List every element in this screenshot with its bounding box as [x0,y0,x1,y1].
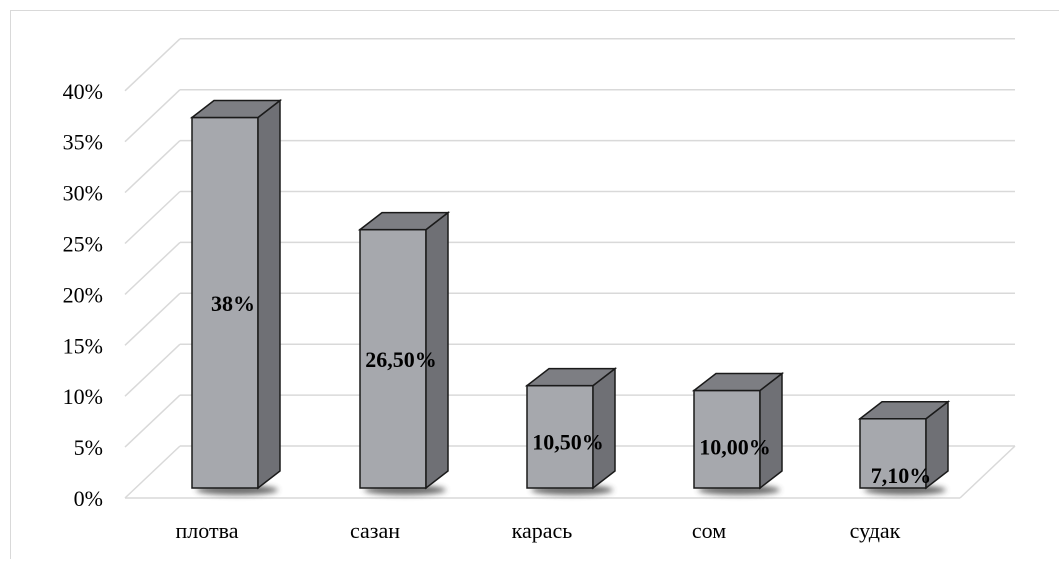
data-label: 10,00% [699,435,771,460]
bar [524,367,618,490]
bar-front [191,116,259,489]
x-axis-categories: плотва сазан карась сом судак [176,518,901,543]
gridline-diagonal [124,343,181,397]
gridline-diagonal [124,292,181,346]
bar-top [357,211,451,231]
y-tick-label: 25% [63,232,103,257]
y-tick-label: 35% [63,130,103,155]
bar-front [693,389,761,489]
y-tick-label: 0% [74,486,103,511]
y-tick-label: 40% [63,79,103,104]
x-category-label: сом [692,518,726,543]
data-label: 38% [211,291,255,316]
x-category-label: плотва [176,518,239,543]
gridline-diagonal [124,140,181,194]
bar [189,98,283,490]
bars [189,98,951,490]
bar-top [524,367,618,387]
y-tick-label: 10% [63,384,103,409]
bar-top [189,99,283,119]
gridline-diagonal [124,89,181,143]
bar-top [691,372,785,392]
bar [691,371,785,490]
y-axis-ticks: 0% 5% 10% 15% 20% 25% 30% 35% 40% [63,79,103,511]
bar-front [359,228,427,489]
bar-side [257,98,281,490]
x-category-label: судак [850,518,901,543]
gridline-diagonal [124,190,181,245]
floor-right-edge [959,445,1016,499]
y-tick-label: 20% [63,282,103,307]
bar-side [592,367,616,490]
data-label: 7,10% [871,463,932,488]
data-label: 26,50% [365,347,437,372]
bar [357,211,451,490]
x-category-label: сазан [350,518,400,543]
chart-frame [10,10,1059,559]
gridline-diagonal [124,445,181,499]
y-tick-label: 5% [74,435,103,460]
x-category-label: карась [512,518,573,543]
gridline-diagonal [124,394,181,448]
y-tick-label: 30% [63,181,103,206]
y-tick-label: 15% [63,333,103,358]
bar-top [857,401,951,420]
bar [857,400,951,490]
gridline-diagonal [124,38,181,92]
bar-side [759,371,783,490]
data-labels: 38% 26,50% 10,50% 10,00% 7,10% [211,291,931,488]
gridline-diagonal [124,241,181,295]
data-label: 10,50% [532,430,604,455]
